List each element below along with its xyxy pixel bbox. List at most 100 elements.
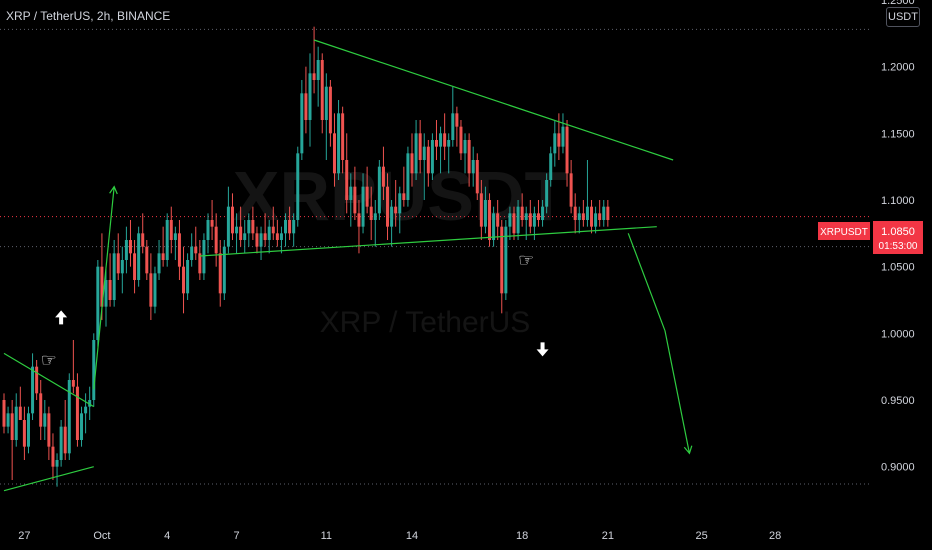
arrow-down-icon — [536, 342, 549, 357]
candle — [198, 240, 202, 280]
candle — [512, 206, 516, 240]
candle-body — [365, 186, 369, 207]
candle — [598, 200, 602, 227]
candle-body — [259, 233, 263, 247]
candle — [430, 133, 434, 180]
candle — [475, 153, 479, 200]
candle — [271, 206, 275, 240]
candle — [88, 386, 92, 420]
candle — [59, 420, 63, 467]
candle — [455, 106, 459, 147]
candle — [108, 253, 112, 307]
candle-body — [243, 233, 247, 240]
candle — [47, 406, 51, 460]
candle — [345, 133, 349, 214]
candle — [590, 200, 594, 234]
candle — [459, 120, 463, 160]
candle-body — [173, 233, 177, 240]
candle — [373, 200, 377, 247]
candle — [418, 120, 422, 174]
candle — [508, 206, 512, 240]
candle — [279, 226, 283, 254]
pointing-hand-icon: ☞ — [518, 250, 534, 271]
candle-body — [67, 380, 71, 454]
candles — [2, 26, 610, 487]
candle-body — [214, 226, 218, 254]
candle-body — [516, 206, 520, 234]
trendline — [627, 233, 666, 331]
time-axis[interactable]: 27 Oct 4 7 11 14 18 21 25 28 — [18, 530, 781, 542]
candle-body — [430, 140, 434, 174]
candle-body — [279, 233, 283, 240]
candle — [353, 166, 357, 220]
candle-body — [504, 226, 508, 294]
candle — [263, 213, 267, 247]
x-tick-label: Oct — [93, 530, 110, 542]
trendlines — [3, 39, 693, 492]
candle — [581, 200, 585, 227]
price-axis[interactable]: 1.2500 1.2000 1.1500 1.1000 1.0500 1.0000 0.95… — [881, 0, 915, 474]
candle — [585, 160, 589, 227]
candle-body — [182, 266, 186, 294]
candle — [116, 233, 120, 280]
candle — [565, 120, 569, 187]
candle-body — [186, 260, 190, 294]
candle — [451, 86, 455, 147]
candle-body — [263, 233, 267, 240]
candle-body — [84, 406, 88, 414]
candle-body — [500, 226, 504, 294]
candle-body — [561, 126, 565, 147]
candle-body — [75, 386, 79, 440]
candle — [602, 200, 606, 227]
candle — [402, 166, 406, 207]
candle-body — [373, 213, 377, 220]
candle — [190, 233, 194, 267]
candle-body — [353, 186, 357, 214]
candle — [206, 213, 210, 254]
candle-body — [345, 160, 349, 200]
candle-body — [361, 186, 365, 227]
candle — [112, 240, 116, 307]
candle — [410, 133, 414, 187]
y-tick-label: 1.2000 — [881, 62, 915, 74]
candle-body — [141, 233, 145, 247]
candle-body — [341, 113, 345, 160]
candle-body — [406, 153, 410, 200]
candle — [186, 253, 190, 300]
candle — [2, 393, 6, 434]
candle — [153, 266, 157, 314]
candle — [18, 386, 22, 420]
arrow-up-icon — [55, 310, 68, 325]
candle — [288, 206, 292, 240]
currency-button[interactable]: USDT — [886, 7, 920, 27]
candle-body — [157, 253, 161, 274]
symbol-title[interactable]: XRP / TetherUS, 2h, BINANCE — [6, 9, 171, 23]
trendline — [3, 466, 94, 492]
candle — [51, 433, 55, 480]
candle-body — [100, 266, 104, 307]
candle-body — [402, 193, 406, 200]
candle-body — [328, 86, 332, 134]
candle-body — [63, 426, 67, 454]
candle-body — [124, 240, 128, 260]
candle-body — [31, 366, 35, 414]
candle-body — [255, 233, 259, 247]
candle — [365, 166, 369, 214]
candle — [284, 213, 288, 247]
candle-body — [483, 200, 487, 227]
candle-body — [357, 213, 361, 227]
candle — [439, 126, 443, 174]
candle-body — [320, 60, 324, 120]
candle — [312, 26, 316, 94]
candle — [169, 206, 173, 254]
candle-body — [414, 133, 418, 174]
candle-body — [573, 206, 577, 220]
trendline — [199, 226, 657, 257]
candle-body — [128, 240, 132, 254]
candle-body — [471, 160, 475, 174]
candle — [6, 406, 10, 434]
candle — [173, 226, 177, 260]
candle — [594, 206, 598, 234]
candle-body — [606, 206, 610, 220]
